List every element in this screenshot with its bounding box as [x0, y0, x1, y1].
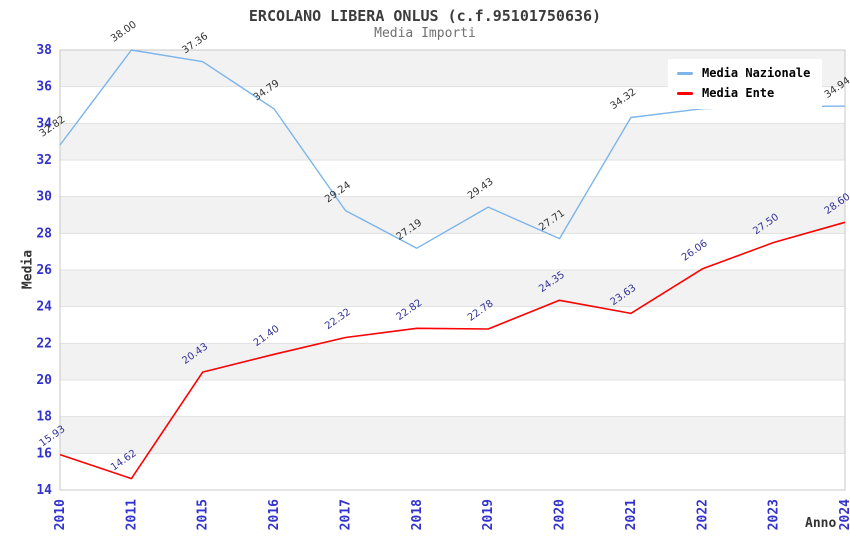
y-tick-label: 22: [36, 336, 52, 351]
plot-band: [60, 380, 845, 417]
plot-band: [60, 453, 845, 490]
x-tick-label: 2010: [53, 499, 68, 530]
legend-item-media-nazionale[interactable]: Media Nazionale: [677, 66, 810, 80]
x-tick-label: 2015: [196, 499, 211, 530]
series-swatch-ente: [677, 91, 693, 95]
legend-label: Media Nazionale: [702, 66, 811, 80]
legend-item-media-ente[interactable]: Media Ente: [677, 86, 810, 100]
data-label: 38.00: [109, 19, 139, 44]
x-tick-label: 2018: [410, 499, 425, 530]
x-tick-label: 2024: [838, 499, 850, 530]
x-tick-label: 2011: [124, 499, 139, 530]
x-axis-title: Anno: [805, 516, 837, 531]
y-tick-label: 26: [36, 263, 52, 278]
y-tick-label: 16: [36, 446, 52, 461]
legend-label: Media Ente: [702, 86, 775, 100]
y-tick-label: 30: [36, 190, 52, 205]
plot-band: [60, 160, 845, 197]
chart-title: ERCOLANO LIBERA ONLUS (c.f.95101750636): [248, 7, 602, 25]
x-tick-label: 2019: [481, 499, 496, 530]
y-tick-label: 14: [36, 483, 52, 498]
plot-band: [60, 416, 845, 454]
x-tick-label: 2022: [695, 499, 710, 530]
y-tick-label: 20: [36, 373, 52, 388]
plot-band: [60, 270, 845, 307]
y-tick-label: 24: [36, 300, 52, 315]
y-tick-label: 32: [36, 153, 52, 168]
plot-band: [60, 343, 845, 380]
plot-band: [60, 123, 845, 160]
series-swatch-nazionale: [677, 71, 693, 75]
x-tick-label: 2021: [624, 499, 639, 530]
chart-subtitle: Media Importi: [374, 26, 476, 41]
plot-band: [60, 233, 845, 270]
y-tick-label: 38: [36, 43, 52, 58]
y-tick-label: 28: [36, 226, 52, 241]
y-tick-label: 18: [36, 410, 52, 425]
series-line-media-ente: [59, 221, 846, 480]
plot-border: [59, 49, 846, 491]
x-tick-label: 2020: [553, 499, 568, 530]
x-tick-label: 2017: [338, 499, 353, 530]
y-tick-label: 36: [36, 80, 52, 95]
plot-band: [60, 306, 845, 344]
x-tick-label: 2016: [267, 499, 282, 530]
y-axis-title: Media: [20, 249, 36, 290]
y-tick-label: 34: [36, 116, 52, 131]
legend: Media Nazionale Media Ente: [668, 59, 823, 109]
x-tick-label: 2023: [767, 499, 782, 530]
